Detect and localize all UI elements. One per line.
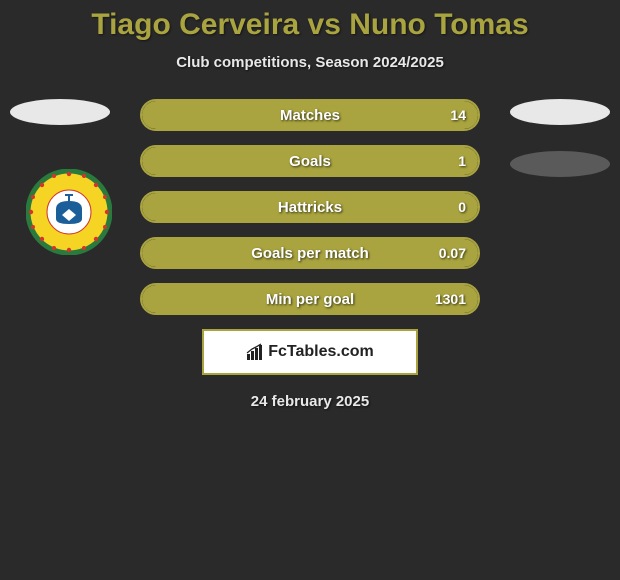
- club-badge: [26, 169, 112, 255]
- player-right-marker-2: [510, 151, 610, 177]
- stat-row: Goals 1: [140, 145, 480, 177]
- brand-text: FcTables.com: [268, 343, 374, 361]
- stat-row: Hattricks 0: [140, 191, 480, 223]
- stat-label: Matches: [142, 107, 478, 124]
- stat-label: Goals per match: [142, 245, 478, 262]
- stat-label: Hattricks: [142, 199, 478, 216]
- stat-row: Goals per match 0.07: [140, 237, 480, 269]
- chart-icon: [246, 343, 264, 361]
- stat-label: Goals: [142, 153, 478, 170]
- stat-value: 1: [458, 153, 466, 169]
- stat-row: Matches 14: [140, 99, 480, 131]
- brand-inner: FcTables.com: [246, 343, 374, 361]
- comparison-title: Tiago Cerveira vs Nuno Tomas: [0, 0, 620, 42]
- stat-value: 0: [458, 199, 466, 215]
- season-subtitle: Club competitions, Season 2024/2025: [0, 54, 620, 71]
- stat-value: 14: [450, 107, 466, 123]
- stat-row: Min per goal 1301: [140, 283, 480, 315]
- stat-value: 1301: [435, 291, 466, 307]
- date-text: 24 february 2025: [0, 393, 620, 410]
- stats-area: Matches 14 Goals 1 Hattricks 0 Goals per…: [0, 99, 620, 410]
- stat-value: 0.07: [439, 245, 466, 261]
- brand-box[interactable]: FcTables.com: [202, 329, 418, 375]
- player-right-marker-1: [510, 99, 610, 125]
- stat-rows: Matches 14 Goals 1 Hattricks 0 Goals per…: [140, 99, 480, 315]
- infographic-container: Tiago Cerveira vs Nuno Tomas Club compet…: [0, 0, 620, 410]
- stat-label: Min per goal: [142, 291, 478, 308]
- player-left-marker: [10, 99, 110, 125]
